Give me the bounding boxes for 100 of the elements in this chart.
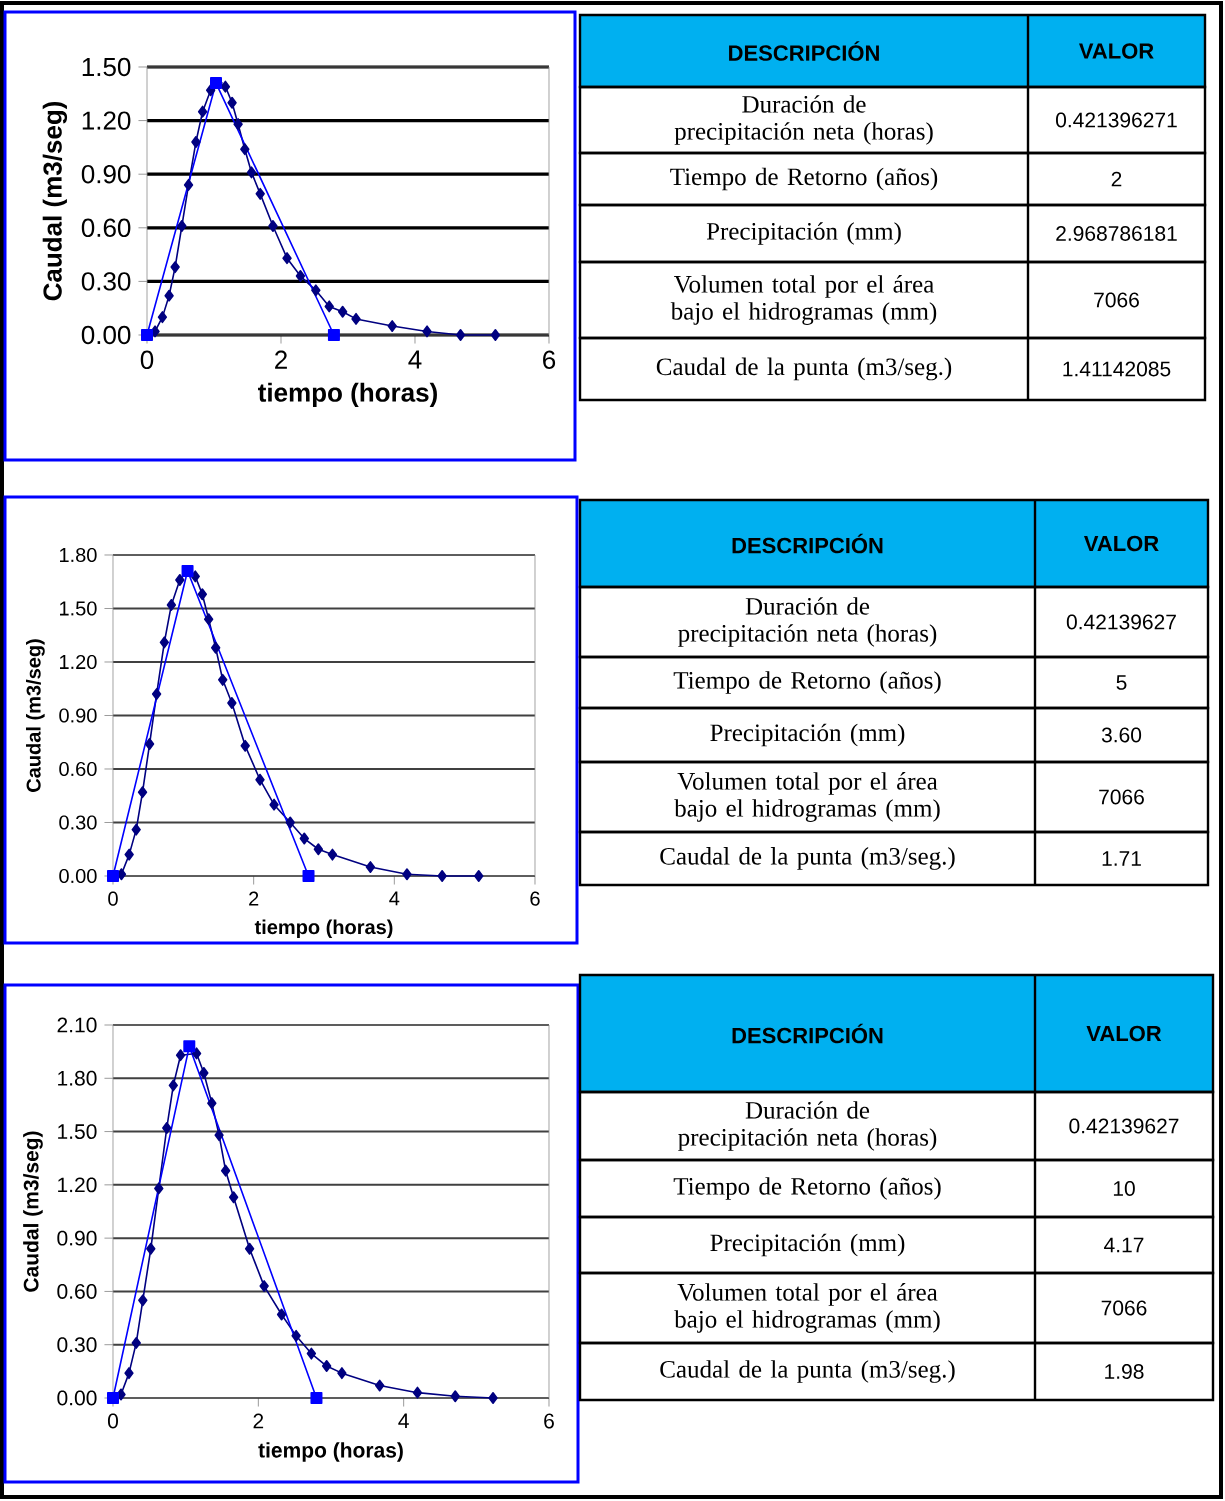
point	[255, 187, 265, 200]
x-axis-title: tiempo (horas)	[254, 919, 393, 939]
y-tick-label: 2.10	[57, 1017, 97, 1033]
text: 1.98	[1105, 1364, 1144, 1379]
y-axis-title: Caudal (m3/seg)	[42, 101, 68, 301]
x-tick-label: 6	[543, 350, 556, 369]
point	[276, 1308, 287, 1321]
category-label: Duración de precipitación neta (horas)	[674, 95, 933, 145]
category-label: Caudal de la punta (m3/seg.)	[656, 357, 952, 381]
point	[295, 270, 306, 283]
text: 10	[1113, 1181, 1135, 1196]
category-label: Volumen total por el área bajo el hidrogramas (mm)	[674, 1283, 940, 1333]
point	[412, 1386, 423, 1399]
text: VALOR	[1086, 1025, 1162, 1042]
point	[159, 636, 170, 649]
x-tick-label: 6	[544, 1413, 554, 1429]
y-tick-label: 0.60	[59, 761, 97, 777]
category-label: Precipitación (mm)	[710, 1233, 905, 1257]
point	[183, 178, 194, 191]
y-tick-label: 0.30	[81, 272, 131, 291]
point	[268, 220, 278, 233]
point	[233, 118, 243, 131]
category-label: Duración de precipitación neta (horas)	[678, 1101, 937, 1151]
text: 7066	[1094, 292, 1139, 308]
text: 4.17	[1104, 1237, 1144, 1253]
y-tick-label: 1.80	[60, 547, 97, 563]
category-label: Precipitación (mm)	[706, 222, 901, 245]
point	[146, 1242, 156, 1255]
category-label: Tiempo de Retorno (años)	[670, 167, 938, 191]
y-tick-label: 0.00	[81, 325, 131, 345]
point	[168, 1079, 179, 1092]
point	[164, 289, 174, 302]
y-tick-label: 0.30	[59, 815, 97, 830]
point	[488, 1391, 498, 1404]
point	[144, 738, 155, 751]
point	[214, 1129, 224, 1142]
x-axis-title: tiempo (horas)	[258, 382, 437, 407]
text: 2	[1111, 171, 1122, 187]
text: 3.60	[1101, 727, 1142, 743]
y-tick-label: 0.30	[57, 1337, 97, 1353]
point	[490, 328, 501, 341]
point	[199, 1066, 209, 1079]
point	[246, 166, 257, 179]
point	[227, 96, 237, 109]
point	[203, 613, 214, 626]
category-label: Volumen total por el área bajo el hidrogramas (mm)	[674, 772, 940, 822]
x-tick-label: 0	[108, 891, 118, 906]
text: 0.42139627	[1069, 1118, 1179, 1134]
category-label: Caudal de la punta (m3/seg.)	[660, 847, 955, 870]
y-tick-label: 0.60	[81, 218, 131, 237]
text: VALOR	[1078, 43, 1154, 59]
point	[437, 870, 447, 882]
point	[131, 1336, 141, 1349]
text: 1.41142085	[1063, 361, 1171, 377]
category-label: Caudal de la punta (m3/seg.)	[660, 1360, 955, 1383]
point	[313, 843, 324, 856]
point	[220, 80, 231, 93]
y-tick-label: 1.80	[58, 1070, 97, 1086]
point	[157, 311, 168, 324]
point	[302, 870, 315, 882]
text: 7066	[1101, 1300, 1147, 1316]
y-tick-label: 1.50	[58, 1124, 97, 1140]
point	[255, 773, 265, 786]
x-axis-title: tiempo (horas)	[258, 1442, 403, 1462]
text: VALOR	[1083, 535, 1159, 552]
text: DESCRIPCIÓN	[732, 533, 883, 554]
category-label: Tiempo de Retorno (años)	[673, 1177, 941, 1200]
point	[207, 1097, 217, 1110]
point	[124, 848, 134, 861]
y-tick-label: 0.90	[57, 1230, 97, 1246]
x-tick-label: 2	[249, 891, 259, 906]
text: DESCRIPCIÓN	[729, 41, 879, 61]
text: 5	[1116, 675, 1127, 690]
point	[197, 105, 208, 118]
point	[228, 1191, 239, 1204]
x-tick-label: 6	[530, 891, 540, 906]
point	[137, 786, 148, 799]
y-tick-label: 0.60	[57, 1284, 97, 1299]
point	[422, 325, 432, 338]
x-tick-label: 4	[398, 1413, 409, 1429]
point	[474, 870, 484, 882]
point	[311, 284, 321, 297]
point	[365, 861, 376, 874]
point	[210, 641, 221, 654]
text: 0.421396271	[1056, 112, 1177, 128]
point	[387, 320, 397, 333]
point	[244, 1242, 255, 1255]
point	[321, 1360, 332, 1373]
point	[337, 305, 348, 318]
point	[299, 832, 309, 845]
point	[240, 143, 250, 156]
point	[259, 1280, 269, 1293]
point	[450, 1390, 460, 1403]
point	[291, 1329, 301, 1342]
point	[240, 739, 250, 752]
point	[455, 328, 466, 341]
text: 2.968786181	[1056, 226, 1177, 241]
category-label: Precipitación (mm)	[710, 723, 905, 747]
point	[131, 823, 141, 836]
point	[124, 1367, 134, 1380]
